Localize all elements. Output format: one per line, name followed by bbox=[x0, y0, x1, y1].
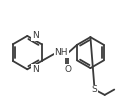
Text: S: S bbox=[92, 85, 97, 94]
Text: N: N bbox=[32, 65, 38, 74]
Text: NH: NH bbox=[55, 48, 68, 57]
Text: O: O bbox=[65, 65, 72, 74]
Text: N: N bbox=[32, 31, 38, 40]
